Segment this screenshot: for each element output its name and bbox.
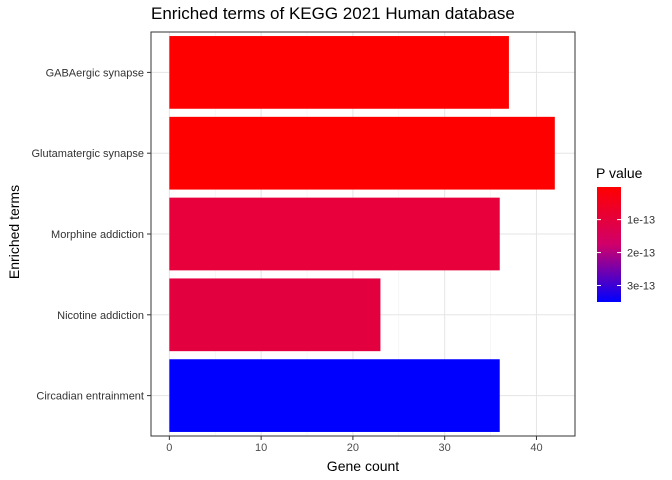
bar bbox=[169, 116, 555, 190]
x-axis-title: Gene count bbox=[326, 458, 400, 474]
x-tick-label: 30 bbox=[439, 442, 451, 454]
bar bbox=[169, 36, 509, 109]
bar bbox=[169, 278, 381, 352]
legend-label: 1e-13 bbox=[627, 215, 655, 227]
legend-label: 2e-13 bbox=[627, 248, 655, 260]
y-tick-label: Glutamatergic synapse bbox=[32, 148, 145, 160]
x-tick-label: 10 bbox=[255, 442, 267, 454]
legend-colorbar bbox=[597, 187, 621, 302]
y-tick-label: GABAergic synapse bbox=[46, 67, 144, 79]
y-tick-label: Nicotine addiction bbox=[57, 310, 144, 322]
legend-label: 3e-13 bbox=[627, 281, 655, 293]
legend-title: P value bbox=[596, 165, 643, 181]
y-tick-label: Circadian entrainment bbox=[36, 391, 144, 403]
x-tick-label: 0 bbox=[166, 442, 172, 454]
chart-title: Enriched terms of KEGG 2021 Human databa… bbox=[151, 4, 515, 23]
y-tick-label: Morphine addiction bbox=[51, 229, 144, 241]
x-tick-label: 20 bbox=[347, 442, 359, 454]
bar bbox=[169, 359, 500, 432]
x-tick-label: 40 bbox=[530, 442, 542, 454]
bar bbox=[169, 197, 500, 271]
